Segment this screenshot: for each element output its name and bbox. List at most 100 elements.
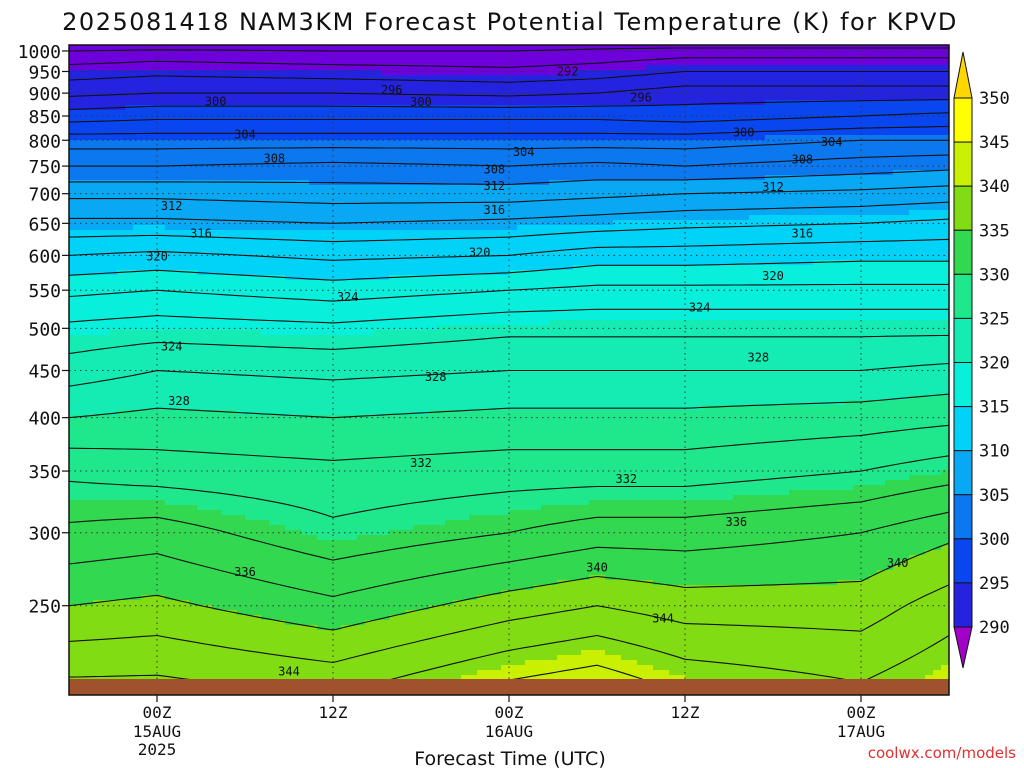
- contour-fill: [69, 45, 949, 680]
- fill-cell: [805, 265, 814, 321]
- fill-cell: [589, 45, 598, 71]
- fill-cell: [909, 170, 918, 211]
- fill-cell: [589, 70, 598, 106]
- fill-cell: [909, 555, 918, 680]
- credit-link[interactable]: coolwx.com/models: [868, 744, 1016, 762]
- fill-cell: [445, 520, 454, 606]
- fill-cell: [813, 175, 822, 216]
- fill-cell: [509, 510, 518, 591]
- fill-cell: [253, 180, 262, 231]
- fill-cell: [821, 175, 830, 216]
- fill-cell: [629, 105, 638, 141]
- fill-cell: [333, 105, 342, 141]
- fill-cell: [565, 105, 574, 141]
- fill-cell: [941, 320, 949, 396]
- fill-cell: [765, 265, 774, 321]
- contour-label: 320: [469, 246, 491, 260]
- fill-cell: [741, 320, 750, 406]
- fill-cell: [853, 400, 862, 486]
- fill-cell: [93, 335, 102, 416]
- fill-cell: [181, 410, 190, 506]
- fill-cell: [901, 215, 910, 261]
- colorbar-segment: [953, 494, 973, 540]
- fill-cell: [637, 105, 646, 141]
- fill-cell: [277, 415, 286, 526]
- fill-cell: [821, 65, 830, 101]
- fill-cell: [261, 45, 270, 71]
- fill-cell: [501, 105, 510, 141]
- fill-cell: [341, 625, 350, 680]
- fill-cell: [893, 65, 902, 101]
- fill-cell: [285, 280, 294, 336]
- fill-cell: [701, 180, 710, 221]
- fill-cell: [605, 180, 614, 226]
- fill-cell: [781, 215, 790, 266]
- fill-cell: [373, 70, 382, 106]
- colorbar-label: 295: [979, 574, 1010, 594]
- fill-cell: [645, 45, 654, 66]
- fill-cell: [317, 185, 326, 231]
- fill-cell: [669, 65, 678, 106]
- fill-cell: [189, 105, 198, 141]
- fill-cell: [933, 395, 942, 476]
- fill-cell: [725, 500, 734, 586]
- fill-cell: [253, 230, 262, 276]
- fill-cell: [869, 45, 878, 66]
- fill-cell: [357, 45, 366, 71]
- fill-cell: [901, 65, 910, 101]
- fill-cell: [885, 215, 894, 261]
- fill-cell: [237, 415, 246, 516]
- fill-cell: [653, 140, 662, 181]
- fill-cell: [101, 415, 110, 501]
- fill-cell: [133, 600, 142, 680]
- fill-cell: [469, 675, 478, 680]
- fill-cell: [221, 140, 230, 181]
- fill-cell: [765, 405, 774, 496]
- fill-cell: [533, 45, 542, 76]
- fill-cell: [189, 410, 198, 506]
- fill-cell: [909, 135, 918, 171]
- fill-cell: [621, 410, 630, 501]
- fill-cell: [605, 105, 614, 141]
- fill-cell: [165, 600, 174, 680]
- fill-cell: [509, 590, 518, 666]
- fill-cell: [725, 45, 734, 66]
- fill-cell: [109, 45, 118, 71]
- fill-cell: [213, 140, 222, 181]
- fill-cell: [821, 405, 830, 491]
- fill-cell: [925, 320, 934, 396]
- fill-cell: [733, 180, 742, 221]
- fill-cell: [573, 655, 582, 680]
- fill-cell: [453, 185, 462, 231]
- fill-cell: [445, 230, 454, 276]
- fill-cell: [837, 320, 846, 406]
- fill-cell: [493, 670, 502, 680]
- fill-cell: [925, 210, 934, 261]
- fill-cell: [517, 140, 526, 186]
- fill-cell: [101, 180, 110, 231]
- fill-cell: [757, 585, 766, 680]
- fill-cell: [437, 75, 446, 106]
- fill-cell: [629, 220, 638, 266]
- fill-cell: [389, 230, 398, 276]
- fill-cell: [173, 230, 182, 271]
- fill-cell: [237, 45, 246, 71]
- fill-cell: [597, 265, 606, 321]
- fill-cell: [405, 185, 414, 231]
- fill-cell: [509, 325, 518, 411]
- fill-cell: [589, 500, 598, 576]
- fill-cell: [885, 65, 894, 101]
- contour-label: 344: [652, 612, 674, 626]
- fill-cell: [325, 280, 334, 336]
- fill-cell: [445, 325, 454, 411]
- fill-cell: [869, 320, 878, 401]
- fill-cell: [293, 105, 302, 141]
- fill-cell: [141, 70, 150, 106]
- fill-cell: [525, 185, 534, 226]
- fill-cell: [189, 180, 198, 231]
- fill-cell: [909, 45, 918, 66]
- fill-cell: [173, 45, 182, 71]
- fill-cell: [789, 215, 798, 266]
- fill-cell: [941, 45, 949, 66]
- fill-cell: [885, 320, 894, 401]
